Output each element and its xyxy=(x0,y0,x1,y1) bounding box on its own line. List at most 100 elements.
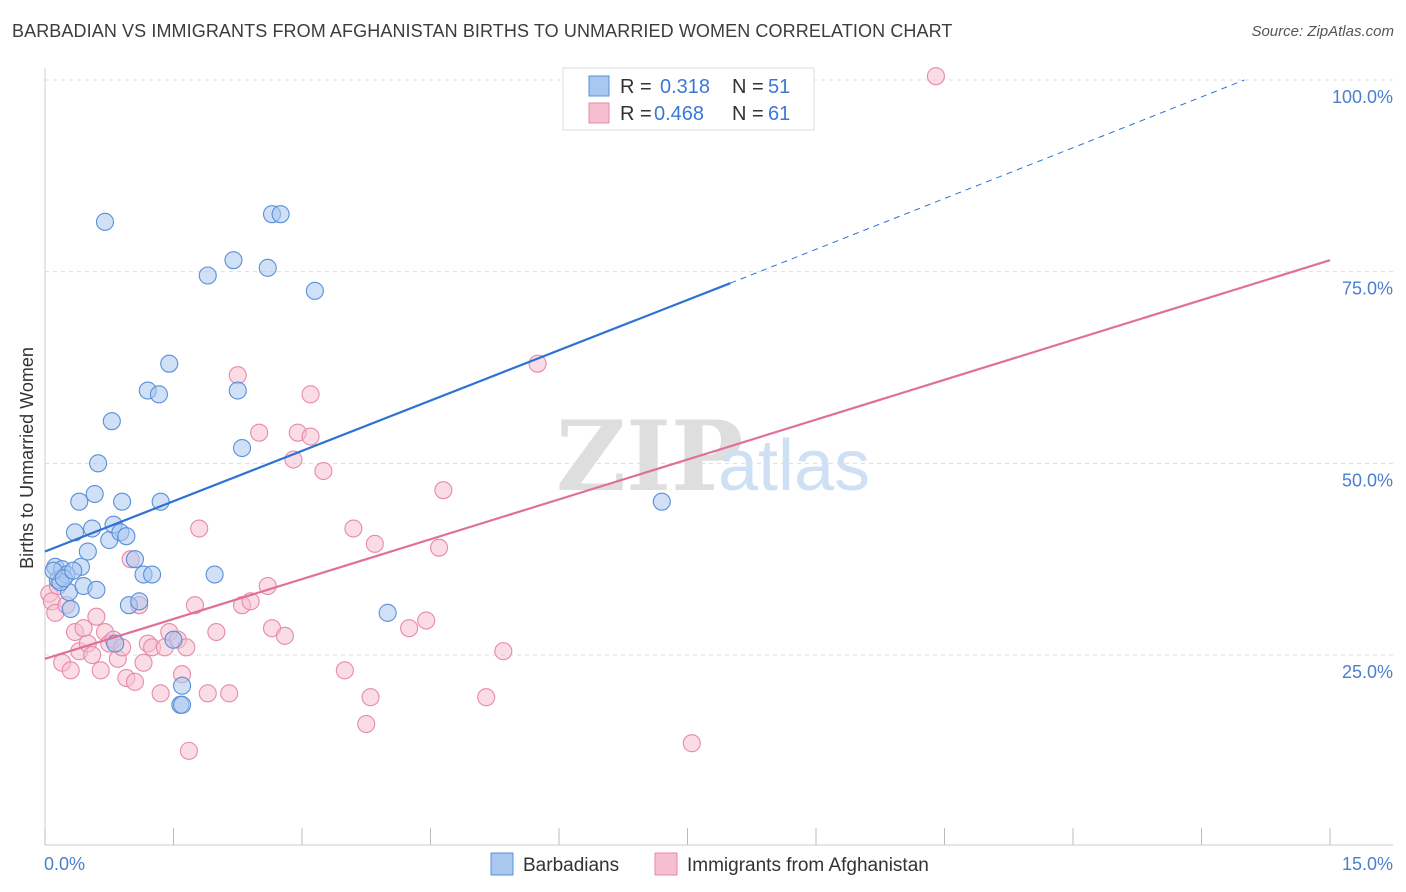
point-afghanistan xyxy=(91,661,110,680)
point-afghanistan xyxy=(344,519,363,538)
point-barbadians xyxy=(305,281,324,300)
trend-lines xyxy=(44,79,1331,660)
legend-n-label-1: N = xyxy=(732,76,764,98)
point-afghanistan xyxy=(335,661,354,680)
point-barbadians xyxy=(113,492,132,511)
point-afghanistan xyxy=(220,684,239,703)
point-afghanistan xyxy=(361,688,380,707)
point-afghanistan xyxy=(494,642,513,661)
point-barbadians xyxy=(78,542,97,561)
point-afghanistan xyxy=(61,661,80,680)
point-afghanistan xyxy=(134,653,153,672)
point-barbadians xyxy=(102,412,121,431)
bottom-legend: Barbadians Immigrants from Afghanistan xyxy=(490,852,929,876)
point-barbadians xyxy=(87,580,106,599)
point-afghanistan xyxy=(400,619,419,638)
point-barbadians xyxy=(95,212,115,231)
point-barbadians xyxy=(652,492,671,511)
point-afghanistan xyxy=(417,611,436,630)
point-barbadians xyxy=(160,354,179,373)
point-barbadians xyxy=(205,565,224,584)
point-barbadians xyxy=(151,492,170,511)
y-tick-label: 50.0% xyxy=(1342,470,1393,490)
point-barbadians xyxy=(70,492,89,511)
point-afghanistan xyxy=(228,366,247,385)
point-barbadians xyxy=(232,438,252,458)
point-barbadians xyxy=(143,565,162,584)
point-barbadians xyxy=(224,251,243,270)
point-barbadians xyxy=(164,630,183,649)
point-barbadians xyxy=(258,258,277,277)
point-afghanistan xyxy=(275,626,294,645)
y-tick-labels: 25.0% 50.0% 75.0% 100.0% xyxy=(1332,87,1393,682)
point-afghanistan xyxy=(250,423,269,442)
legend-r-value-1: 0.318 xyxy=(660,76,710,98)
point-afghanistan xyxy=(926,67,945,86)
trend-line-barbadians xyxy=(44,282,731,553)
y-axis-title: Births to Unmarried Women xyxy=(17,347,37,569)
legend-n-value-2: 61 xyxy=(768,103,790,125)
point-afghanistan xyxy=(357,714,376,734)
point-afghanistan xyxy=(477,688,496,707)
point-barbadians xyxy=(130,592,149,611)
x-tick-label-max: 15.0% xyxy=(1342,854,1393,874)
point-afghanistan xyxy=(682,734,701,753)
series-barbadians-points xyxy=(44,205,671,714)
point-barbadians xyxy=(198,266,217,285)
axes xyxy=(44,68,1393,846)
legend-swatch-blue xyxy=(588,75,610,97)
point-afghanistan xyxy=(301,385,320,404)
point-barbadians xyxy=(61,599,80,619)
point-afghanistan xyxy=(190,519,209,538)
bottom-legend-label-afghanistan: Immigrants from Afghanistan xyxy=(687,855,929,876)
legend-n-value-1: 51 xyxy=(768,76,790,98)
legend-swatch-pink xyxy=(588,102,610,124)
x-tick-label-min: 0.0% xyxy=(44,854,85,874)
point-afghanistan xyxy=(314,461,333,481)
point-barbadians xyxy=(83,519,102,538)
point-barbadians xyxy=(89,454,108,473)
point-barbadians xyxy=(85,484,104,504)
watermark-atlas: atlas xyxy=(718,426,870,506)
gridlines xyxy=(45,79,1393,656)
point-afghanistan xyxy=(365,534,384,553)
trend-line-barbadians-extrapolated xyxy=(730,79,1245,284)
bottom-legend-swatch-pink xyxy=(654,852,678,876)
point-afghanistan xyxy=(87,607,106,626)
point-barbadians xyxy=(125,550,144,569)
point-barbadians xyxy=(149,385,168,404)
point-barbadians xyxy=(117,527,136,546)
point-afghanistan xyxy=(301,427,320,446)
point-afghanistan xyxy=(434,481,453,500)
series-afghanistan-points xyxy=(40,67,945,760)
point-afghanistan xyxy=(198,684,217,703)
bottom-legend-swatch-blue xyxy=(490,852,514,876)
point-afghanistan xyxy=(207,622,226,642)
y-tick-label: 100.0% xyxy=(1332,87,1393,107)
point-barbadians xyxy=(228,381,247,400)
legend-n-label-2: N = xyxy=(732,103,764,125)
trend-line-afghanistan xyxy=(44,259,1331,660)
source-credit: Source: ZipAtlas.com xyxy=(1251,23,1394,40)
point-afghanistan xyxy=(151,684,170,703)
legend-r-label-2: R = xyxy=(620,103,652,125)
point-barbadians xyxy=(271,205,290,224)
point-afghanistan xyxy=(185,596,204,615)
point-afghanistan xyxy=(125,672,144,691)
y-tick-label: 75.0% xyxy=(1342,279,1393,299)
y-tick-label: 25.0% xyxy=(1342,662,1393,682)
point-barbadians xyxy=(173,676,192,695)
point-barbadians xyxy=(64,561,83,580)
x-axis-ticks xyxy=(44,828,1331,845)
watermark-zip: ZIP xyxy=(556,400,743,513)
chart-title: BARBADIAN VS IMMIGRANTS FROM AFGHANISTAN… xyxy=(12,21,953,41)
legend-r-value-2: 0.468 xyxy=(654,103,704,125)
legend-box: R = 0.318 N = 51 R = 0.468 N = 61 xyxy=(562,67,815,131)
point-barbadians xyxy=(173,695,192,714)
bottom-legend-label-barbadians: Barbadians xyxy=(523,855,619,876)
legend-r-label-1: R = xyxy=(620,76,652,98)
point-afghanistan xyxy=(430,538,449,557)
point-afghanistan xyxy=(179,741,198,760)
point-barbadians xyxy=(378,603,397,622)
